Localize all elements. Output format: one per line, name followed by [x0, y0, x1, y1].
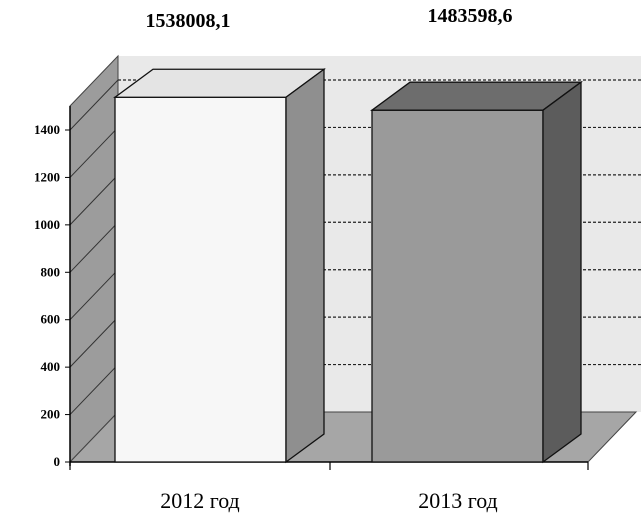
bar-2013-front	[371, 109, 544, 463]
bar-2013-side	[542, 80, 582, 464]
y-tick-label-1400: 1400	[34, 122, 60, 137]
y-tick-label-800: 800	[41, 264, 61, 279]
gridline-side-1200	[69, 127, 119, 178]
x-category-label-2012: 2012 год	[160, 488, 240, 513]
bar-2012-side	[285, 67, 325, 464]
y-tick-label-1000: 1000	[34, 217, 60, 232]
gridline-side-200	[69, 364, 119, 415]
gridline-side-1400	[69, 79, 119, 131]
data-label-2013: 1483598,6	[428, 5, 513, 27]
y-tick-label-0: 0	[54, 454, 61, 469]
x-category-label-2013: 2013 год	[418, 488, 498, 513]
y-tick-label-200: 200	[41, 407, 61, 422]
gridline-side-400	[69, 316, 119, 368]
gridline-side-800	[69, 221, 119, 273]
y-tick-label-400: 400	[41, 359, 61, 374]
bar-2012-front	[114, 96, 287, 463]
data-label-2012: 1538008,1	[146, 10, 231, 32]
y-tick-label-1200: 1200	[34, 169, 60, 184]
y-tick-label-600: 600	[41, 312, 61, 327]
chart-side-wall	[69, 54, 119, 464]
gridline-side-600	[69, 269, 119, 321]
gridline-side-1000	[69, 174, 119, 226]
